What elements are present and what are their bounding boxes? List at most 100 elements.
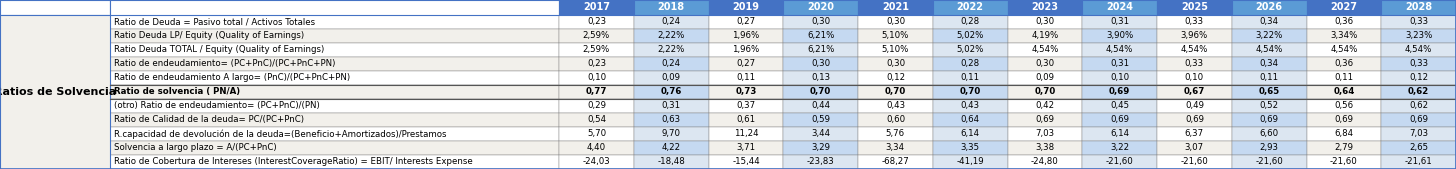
Text: 3,34%: 3,34% <box>1331 31 1357 40</box>
Bar <box>1382 15 1456 29</box>
Text: 0,11: 0,11 <box>961 73 980 82</box>
Text: 5,02%: 5,02% <box>957 45 984 54</box>
Bar <box>1008 43 1082 57</box>
Text: 0,11: 0,11 <box>737 73 756 82</box>
Bar <box>1158 127 1232 141</box>
Text: 0,30: 0,30 <box>885 17 906 26</box>
Bar <box>709 155 783 169</box>
Text: 4,54%: 4,54% <box>1331 45 1357 54</box>
Text: -23,83: -23,83 <box>807 158 834 166</box>
Text: 0,70: 0,70 <box>810 87 831 96</box>
Text: -21,60: -21,60 <box>1255 158 1283 166</box>
Text: 0,56: 0,56 <box>1334 101 1354 110</box>
Bar <box>1382 155 1456 169</box>
Text: 3,71: 3,71 <box>737 143 756 152</box>
Bar <box>1158 71 1232 85</box>
Bar <box>633 0 709 15</box>
Text: 6,14: 6,14 <box>1109 129 1130 138</box>
Bar <box>1306 43 1382 57</box>
Text: 3,23%: 3,23% <box>1405 31 1433 40</box>
Text: -21,60: -21,60 <box>1329 158 1358 166</box>
Bar <box>783 155 858 169</box>
Bar <box>633 127 709 141</box>
Text: -68,27: -68,27 <box>881 158 910 166</box>
Bar <box>1232 29 1306 43</box>
Text: 0,43: 0,43 <box>885 101 906 110</box>
Text: 3,38: 3,38 <box>1035 143 1054 152</box>
Bar <box>1306 127 1382 141</box>
Bar <box>1158 155 1232 169</box>
Text: 3,22: 3,22 <box>1109 143 1130 152</box>
Bar <box>1008 29 1082 43</box>
Bar <box>1082 29 1158 43</box>
Text: -24,03: -24,03 <box>582 158 610 166</box>
Bar <box>783 141 858 155</box>
Text: 0,45: 0,45 <box>1109 101 1130 110</box>
Text: 0,30: 0,30 <box>885 59 906 68</box>
Text: 5,10%: 5,10% <box>882 31 909 40</box>
Text: 0,36: 0,36 <box>1334 59 1354 68</box>
Bar <box>559 43 633 57</box>
Bar <box>1082 15 1158 29</box>
Text: 0,31: 0,31 <box>1109 17 1130 26</box>
Text: 2,79: 2,79 <box>1334 143 1354 152</box>
Text: 0,49: 0,49 <box>1185 101 1204 110</box>
Bar <box>1232 0 1306 15</box>
Text: 1,96%: 1,96% <box>732 31 760 40</box>
Text: 2,22%: 2,22% <box>658 45 684 54</box>
Bar <box>633 29 709 43</box>
Bar <box>1158 0 1232 15</box>
Bar <box>1382 99 1456 113</box>
Text: 0,34: 0,34 <box>1259 59 1278 68</box>
Text: 0,27: 0,27 <box>737 59 756 68</box>
Bar <box>1232 15 1306 29</box>
Text: 0,44: 0,44 <box>811 101 830 110</box>
Bar <box>858 141 933 155</box>
Text: 3,96%: 3,96% <box>1181 31 1208 40</box>
Text: 0,63: 0,63 <box>661 115 681 124</box>
Text: 5,10%: 5,10% <box>882 45 909 54</box>
Text: 0,33: 0,33 <box>1185 17 1204 26</box>
Bar <box>709 113 783 127</box>
Text: 4,54%: 4,54% <box>1181 45 1208 54</box>
Bar <box>783 85 858 99</box>
Bar <box>1082 127 1158 141</box>
Text: 5,70: 5,70 <box>587 129 606 138</box>
Bar <box>1158 57 1232 71</box>
Bar <box>1382 127 1456 141</box>
Bar <box>1008 0 1082 15</box>
Bar <box>709 43 783 57</box>
Text: 0,52: 0,52 <box>1259 101 1278 110</box>
Text: 5,02%: 5,02% <box>957 31 984 40</box>
Text: 0,64: 0,64 <box>1334 87 1354 96</box>
Text: 0,12: 0,12 <box>1409 73 1428 82</box>
Bar <box>1158 113 1232 127</box>
Text: 11,24: 11,24 <box>734 129 759 138</box>
Text: 4,54%: 4,54% <box>1255 45 1283 54</box>
Bar <box>1008 99 1082 113</box>
Bar <box>633 141 709 155</box>
Bar <box>1232 155 1306 169</box>
Text: 2,65: 2,65 <box>1409 143 1428 152</box>
Text: 0,28: 0,28 <box>961 59 980 68</box>
Text: 0,61: 0,61 <box>737 115 756 124</box>
Text: 0,09: 0,09 <box>1035 73 1054 82</box>
Bar <box>0 15 111 169</box>
Bar <box>783 99 858 113</box>
Bar <box>709 57 783 71</box>
Text: 2020: 2020 <box>807 2 834 12</box>
Text: 0,10: 0,10 <box>1109 73 1130 82</box>
Bar <box>1382 0 1456 15</box>
Text: 0,70: 0,70 <box>960 87 981 96</box>
Bar <box>559 15 633 29</box>
Bar <box>559 85 633 99</box>
Text: 7,03: 7,03 <box>1409 129 1428 138</box>
Text: 7,03: 7,03 <box>1035 129 1054 138</box>
Text: 0,69: 0,69 <box>1409 115 1428 124</box>
Bar <box>1082 141 1158 155</box>
Text: 0,29: 0,29 <box>587 101 606 110</box>
Text: 2,59%: 2,59% <box>582 45 610 54</box>
Bar <box>1232 113 1306 127</box>
Bar <box>933 43 1008 57</box>
Text: 0,33: 0,33 <box>1409 17 1428 26</box>
